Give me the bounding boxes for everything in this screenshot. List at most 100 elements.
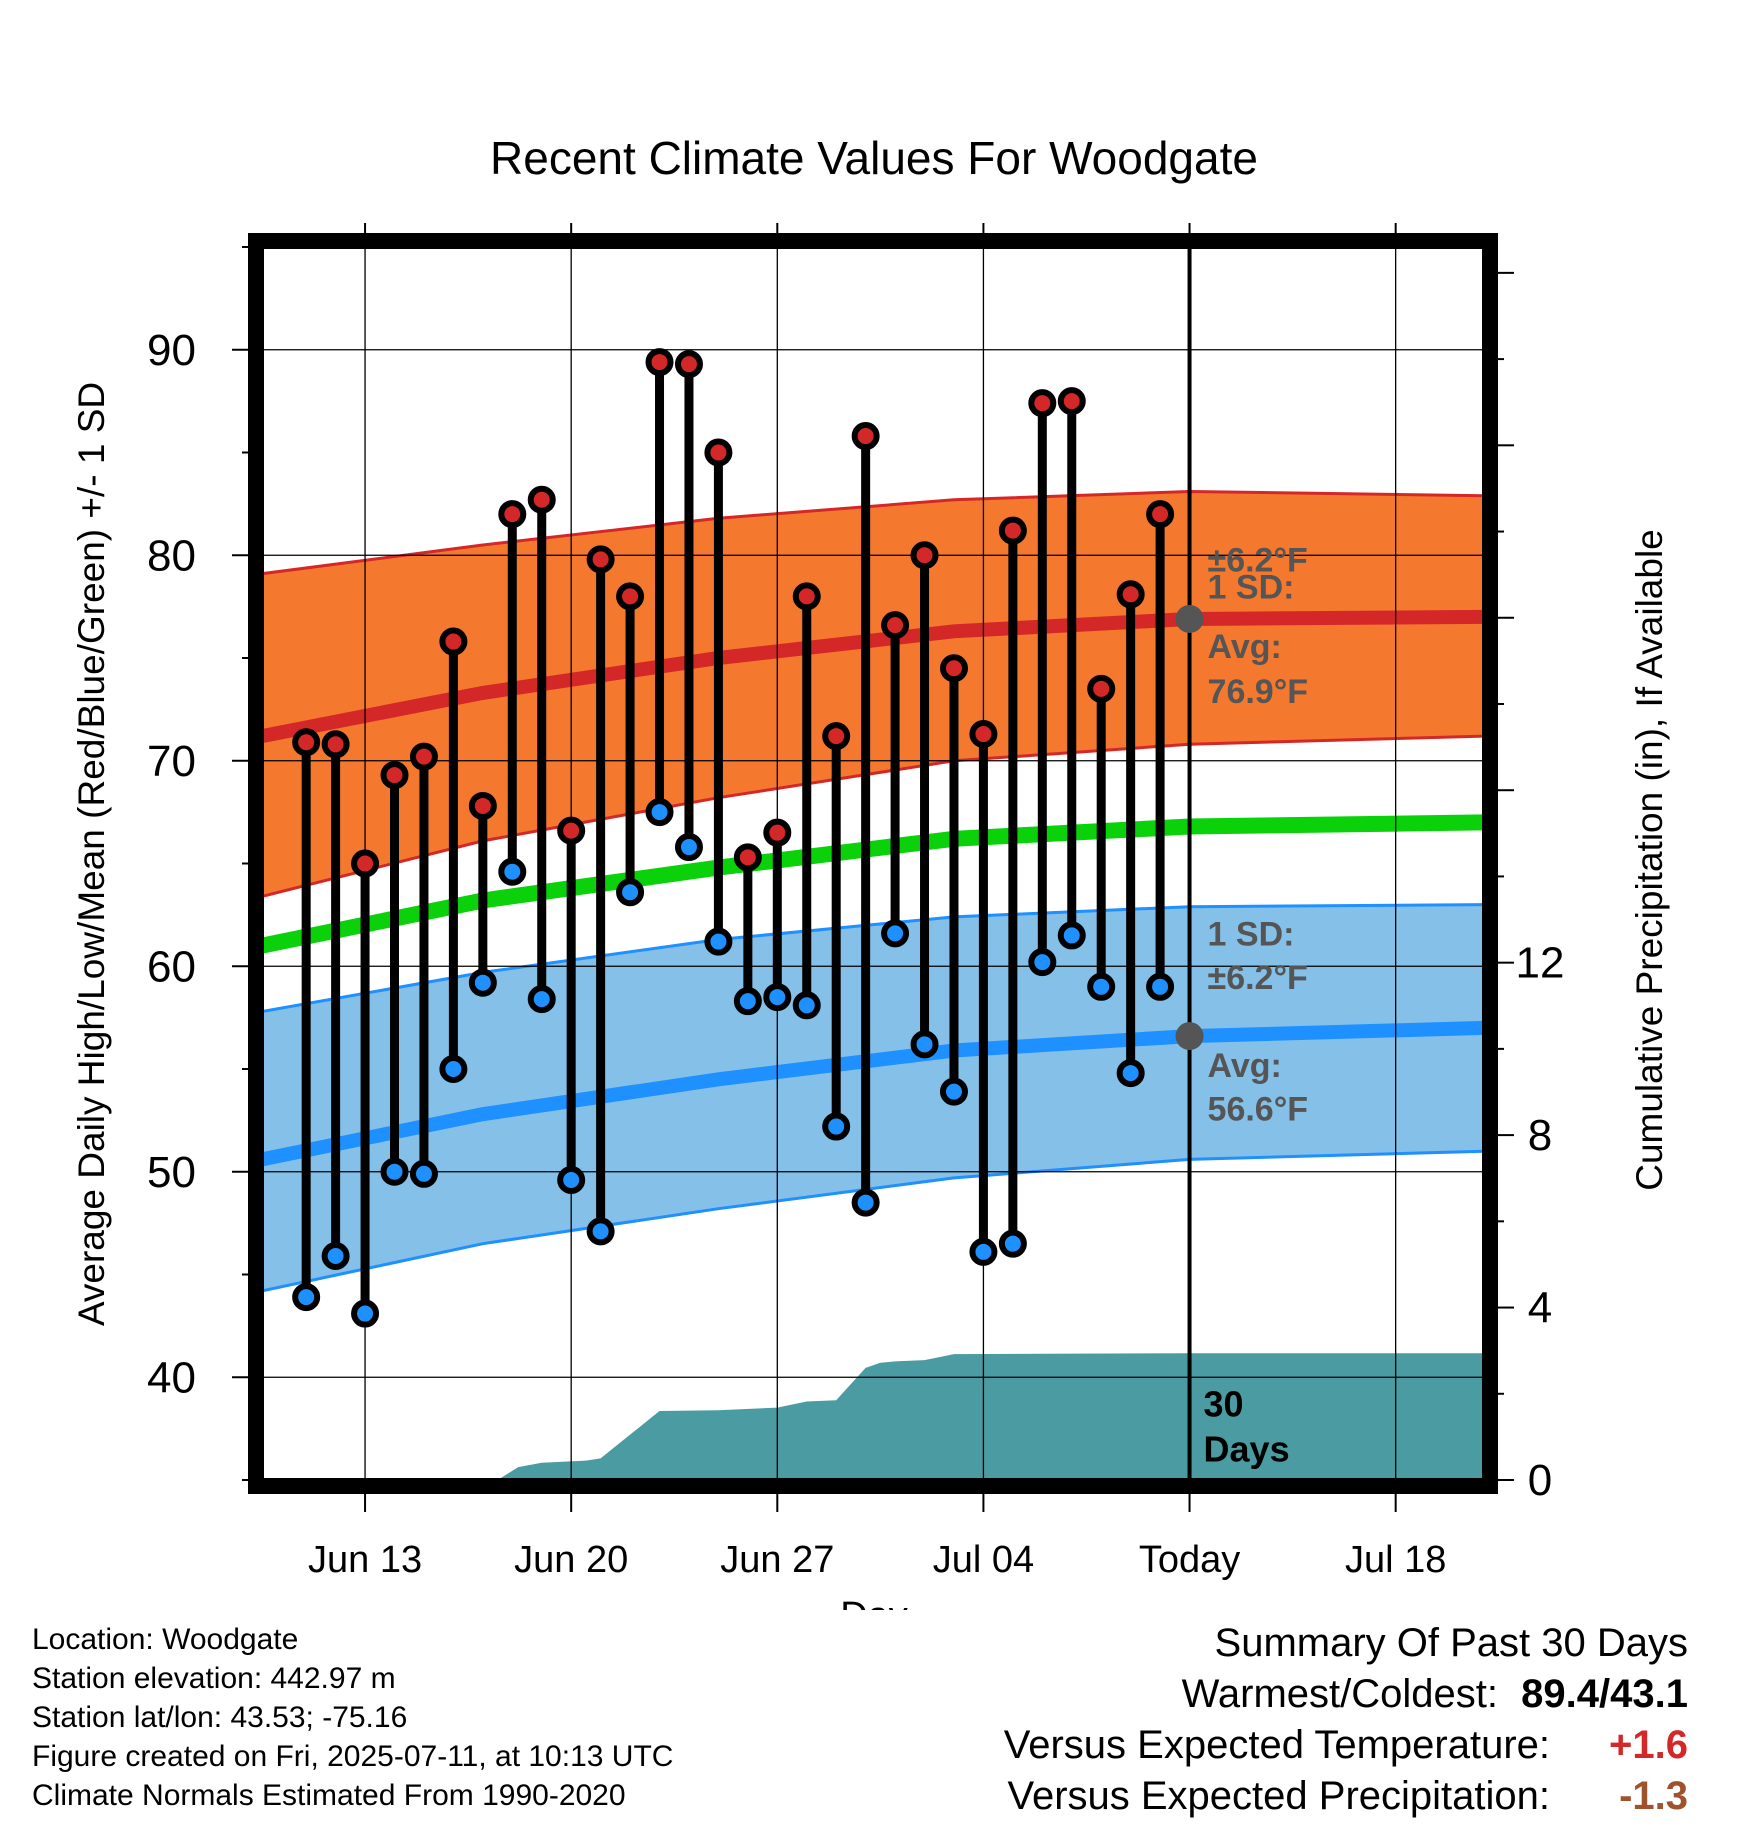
daily-high-point (616, 582, 645, 611)
daily-low-point (763, 983, 792, 1012)
daily-low-point (557, 1165, 586, 1194)
daily-high-point (822, 722, 851, 751)
daily-low-point (1057, 921, 1086, 950)
warmest-coldest-value: 89.4/43.1 (1521, 1672, 1688, 1716)
daily-low-point (1146, 972, 1175, 1001)
daily-high-point (704, 438, 733, 467)
low-sd-label: 1 SD: (1208, 916, 1295, 954)
daily-low-point (586, 1217, 615, 1246)
low-avg-marker (1175, 1022, 1204, 1051)
y-tick-label: 60 (147, 942, 196, 991)
daily-high-point (498, 500, 527, 529)
precip-value: -1.3 (1619, 1774, 1688, 1818)
y-axis-label: Average Daily High/Low/Mean (Red/Blue/Gr… (71, 382, 112, 1326)
x-tick-label: Jun 13 (308, 1539, 422, 1581)
daily-high-point (939, 654, 968, 683)
daily-low-point (969, 1237, 998, 1266)
y-tick-label: 40 (147, 1353, 196, 1402)
daily-high-point (1146, 500, 1175, 529)
daily-low-point (674, 833, 703, 862)
warmest-coldest-label: Warmest/Coldest: (1181, 1672, 1498, 1716)
y2-axis-label: Cumulative Precipitation (in), If Availa… (1629, 529, 1670, 1191)
daily-low-point (1116, 1059, 1145, 1088)
daily-low-point (351, 1299, 380, 1328)
y2-tick-label: 0 (1528, 1456, 1552, 1505)
daily-high-point (351, 849, 380, 878)
high-sd-label: 1 SD: (1208, 569, 1295, 607)
high-avg-marker (1175, 604, 1204, 633)
high-sd-upper-line (262, 489, 1484, 576)
high-sd-band (262, 491, 1484, 897)
daily-high-point (881, 611, 910, 640)
location-label: Location: Woodgate (32, 1623, 299, 1656)
daily-high-point (292, 728, 321, 757)
y-tick-label: 80 (147, 531, 196, 580)
daily-low-point (468, 968, 497, 997)
daily-low-point (704, 927, 733, 956)
daily-low-point (380, 1157, 409, 1186)
period-label-number: 30 (1204, 1383, 1244, 1424)
daily-high-point (645, 348, 674, 377)
plot-frame (248, 233, 1498, 1494)
daily-high-point (733, 843, 762, 872)
plot-area (262, 247, 1484, 1480)
daily-low-point (998, 1229, 1027, 1258)
climate-chart: Recent Climate Values For Woodgate 1 SD:… (71, 132, 1670, 1610)
daily-low-point (910, 1030, 939, 1059)
x-tick-label: Jun 20 (514, 1539, 628, 1581)
y-tick-label: 70 (147, 737, 196, 786)
daily-low-point (616, 878, 645, 907)
daily-high-point (1028, 389, 1057, 418)
y2-tick-label: 4 (1528, 1284, 1552, 1333)
daily-low-point (733, 987, 762, 1016)
low-avg-label: Avg: (1208, 1047, 1282, 1085)
daily-low-point (822, 1112, 851, 1141)
period-label-days: Days (1204, 1429, 1290, 1470)
daily-low-point (792, 991, 821, 1020)
temp-label: Versus Expected Temperature: (1003, 1723, 1550, 1767)
summary-precip: Versus Expected Precipitation: -1.3 (1004, 1771, 1688, 1822)
daily-high-point (674, 350, 703, 379)
daily-low-point (439, 1055, 468, 1083)
normals-label: Climate Normals Estimated From 1990-2020 (32, 1779, 626, 1812)
daily-high-point (468, 791, 497, 820)
summary-temp: Versus Expected Temperature: +1.6 (1004, 1720, 1688, 1771)
daily-high-point (557, 816, 586, 845)
daily-high-point (586, 545, 615, 574)
station-info: Location: Woodgate Station elevation: 44… (32, 1620, 673, 1815)
summary-warmest-coldest: Warmest/Coldest: 89.4/43.1 (1004, 1669, 1688, 1720)
daily-low-point (881, 919, 910, 948)
daily-low-point (851, 1188, 880, 1217)
summary-panel: Summary Of Past 30 Days Warmest/Coldest:… (1004, 1618, 1688, 1822)
y-tick-label: 50 (147, 1148, 196, 1197)
daily-low-point (409, 1159, 438, 1188)
daily-high-point (409, 742, 438, 771)
high-sd-value: ±6.2°F (1208, 542, 1308, 580)
chart-title: Recent Climate Values For Woodgate (490, 132, 1258, 184)
elevation-label: Station elevation: 442.97 m (32, 1662, 396, 1695)
daily-high-point (380, 761, 409, 790)
summary-heading: Summary Of Past 30 Days (1214, 1621, 1688, 1665)
low-sd-value: ±6.2°F (1208, 959, 1308, 997)
daily-high-point (998, 516, 1027, 545)
daily-low-point (1028, 948, 1057, 977)
daily-high-point (1057, 387, 1086, 416)
high-avg-value: 76.9°F (1208, 673, 1309, 711)
daily-high-point (439, 627, 468, 656)
high-avg-label: Avg: (1208, 628, 1282, 666)
high-normal-line (262, 609, 1484, 743)
daily-high-point (969, 720, 998, 749)
daily-high-point (1087, 674, 1116, 703)
daily-high-point (792, 582, 821, 611)
temp-value: +1.6 (1609, 1723, 1688, 1767)
y2-tick-label: 8 (1528, 1111, 1552, 1160)
daily-low-point (321, 1242, 350, 1271)
daily-high-point (851, 422, 880, 451)
daily-high-point (321, 730, 350, 759)
x-tick-label: Today (1139, 1539, 1240, 1581)
latlon-label: Station lat/lon: 43.53; -75.16 (32, 1701, 408, 1734)
daily-high-point (527, 485, 556, 514)
daily-high-point (763, 818, 792, 847)
daily-low-point (527, 985, 556, 1014)
precipitation-area (262, 1353, 1484, 1480)
